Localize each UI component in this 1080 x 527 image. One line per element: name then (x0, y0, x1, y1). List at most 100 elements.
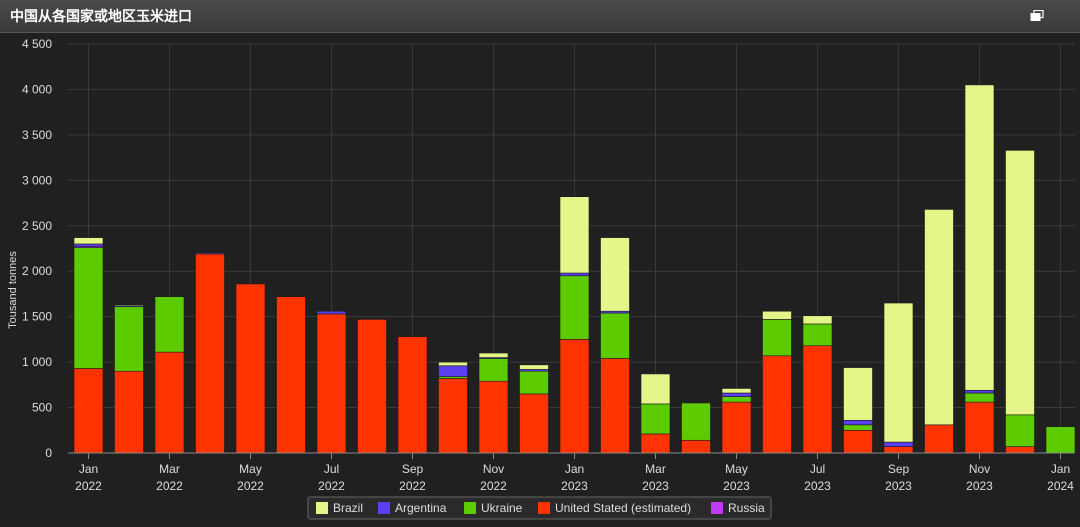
y-tick-label: 1 000 (22, 355, 52, 369)
bar-segment-united-stated-estimated (843, 429, 873, 454)
legend-label: United Stated (estimated) (555, 501, 691, 515)
x-tick-label-year: 2023 (642, 479, 669, 493)
bar-segment-united-stated-estimated (924, 424, 954, 454)
bar-segment-argentina (883, 441, 914, 447)
x-tick-label-year: 2022 (480, 479, 507, 493)
legend-swatch (464, 502, 476, 514)
bar-segment-brazil (73, 237, 104, 245)
bar-segment-russia (195, 252, 225, 255)
legend-item-russia: Russia (711, 501, 765, 515)
bar-segment-united-stated-estimated (397, 336, 428, 454)
bar-segment-united-stated-estimated (195, 253, 225, 454)
legend-item-brazil: Brazil (316, 501, 363, 515)
y-tick-label: 0 (45, 446, 52, 460)
bar-segment-argentina (316, 310, 347, 315)
x-tick-label-year: 2023 (723, 479, 750, 493)
legend-label: Brazil (333, 501, 363, 515)
bar-segment-brazil (721, 388, 752, 394)
bars (73, 84, 1076, 454)
y-tick-label: 4 000 (22, 82, 52, 96)
bar-segment-united-stated-estimated (519, 393, 549, 454)
bar-segment-ukraine (640, 403, 671, 435)
x-tick-label-year: 2022 (156, 479, 183, 493)
x-tick-label-month: May (725, 462, 748, 476)
bar-segment-united-stated-estimated (114, 370, 144, 454)
bar-segment-united-stated-estimated (154, 351, 185, 454)
y-tick-label: 500 (32, 401, 52, 415)
y-tick-label: 4 500 (22, 37, 52, 51)
legend-item-united-stated-estimated: United Stated (estimated) (538, 501, 691, 515)
title-bar: 中国从各国家或地区玉米进口 (0, 0, 1080, 33)
bar-segment-united-stated-estimated (559, 339, 590, 454)
x-tick-label-month: Jan (565, 462, 584, 476)
bar-segment-united-stated-estimated (438, 378, 468, 454)
x-tick-label-month: Sep (888, 462, 910, 476)
bar-segment-ukraine (721, 396, 752, 403)
x-tick-label-year: 2022 (318, 479, 345, 493)
bar-segment-united-stated-estimated (600, 358, 630, 454)
x-tick-label-month: Nov (969, 462, 990, 476)
bar-segment-ukraine (681, 402, 711, 441)
bar-segment-united-stated-estimated (721, 401, 752, 454)
y-tick-label: 3 000 (22, 173, 52, 187)
popout-window-icon[interactable] (1030, 10, 1044, 22)
bar-segment-brazil (843, 367, 873, 421)
bar-segment-ukraine (154, 296, 185, 353)
bar-segment-brazil (600, 237, 630, 312)
x-tick-label-year: 2023 (966, 479, 993, 493)
legend: Brazil Argentina Ukraine United Stated (est… (307, 496, 772, 520)
bar-segment-ukraine (519, 370, 549, 395)
x-tick-label-month: Sep (402, 462, 424, 476)
legend-label: Russia (728, 501, 765, 515)
bar-segment-united-stated-estimated (681, 439, 711, 454)
x-tick-label-year: 2023 (885, 479, 912, 493)
bar-segment-argentina (559, 272, 590, 277)
bar-segment-united-stated-estimated (802, 345, 833, 454)
bar-segment-united-stated-estimated (235, 283, 266, 454)
legend-item-argentina: Argentina (378, 501, 447, 515)
bar-segment-united-stated-estimated (478, 380, 509, 454)
x-tick-label-year: 2022 (237, 479, 264, 493)
bar-segment-brazil (1005, 150, 1035, 416)
x-tick-label-month: Mar (159, 462, 180, 476)
legend-swatch (711, 502, 723, 514)
bar-segment-ukraine (843, 424, 873, 431)
bar-segment-brazil (762, 310, 792, 320)
x-tick-label-month: Mar (645, 462, 666, 476)
x-tick-label-year: 2023 (561, 479, 588, 493)
chart-title: 中国从各国家或地区玉米进口 (10, 9, 192, 25)
bar-segment-argentina (438, 365, 468, 377)
legend-label: Ukraine (481, 501, 523, 515)
x-tick-label-year: 2022 (75, 479, 102, 493)
bar-segment-ukraine (114, 306, 144, 372)
bar-segment-brazil (478, 352, 509, 358)
bar-segment-brazil (114, 304, 144, 307)
bar-segment-ukraine (559, 275, 590, 340)
axes: 0 500 1 000 1 500 2 000 2 500 3 000 3 500 4 000 4… (22, 37, 1075, 493)
x-tick-label-year: 2024 (1047, 479, 1074, 493)
legend-swatch (378, 502, 390, 514)
bar-segment-ukraine (1045, 426, 1076, 454)
bar-segment-argentina (721, 392, 752, 397)
bar-segment-ukraine (802, 323, 833, 347)
bar-segment-ukraine (478, 358, 509, 382)
bar-segment-ukraine (73, 247, 104, 369)
bar-segment-ukraine (1005, 414, 1035, 447)
stacked-bar-chart: 0 500 1 000 1 500 2 000 2 500 3 000 3 500 4 000 4… (7, 37, 1076, 520)
bar-segment-brazil (924, 209, 954, 426)
bar-segment-united-stated-estimated (762, 355, 792, 454)
x-tick-label-year: 2022 (399, 479, 426, 493)
x-tick-label-month: Nov (483, 462, 504, 476)
bar-segment-argentina (964, 389, 995, 394)
x-tick-label-month: Jan (79, 462, 98, 476)
bar-segment-brazil (438, 361, 468, 367)
y-tick-label: 1 500 (22, 310, 52, 324)
x-tick-label-year: 2023 (804, 479, 831, 493)
bar-segment-united-stated-estimated (316, 313, 347, 454)
bar-segment-united-stated-estimated (1005, 446, 1035, 454)
bar-segment-argentina (843, 419, 873, 426)
bar-segment-united-stated-estimated (357, 319, 387, 454)
y-tick-label: 3 500 (22, 128, 52, 142)
y-axis-label: Tousand tonnes (7, 251, 19, 329)
